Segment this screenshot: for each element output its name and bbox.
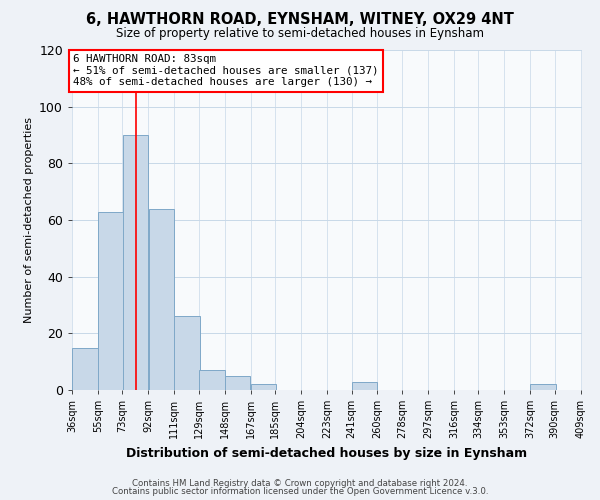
Text: Contains public sector information licensed under the Open Government Licence v.: Contains public sector information licen… (112, 487, 488, 496)
X-axis label: Distribution of semi-detached houses by size in Eynsham: Distribution of semi-detached houses by … (127, 446, 527, 460)
Bar (251, 384, 277, 390)
Bar (352, 382, 377, 390)
Text: Size of property relative to semi-detached houses in Eynsham: Size of property relative to semi-detach… (116, 28, 484, 40)
Bar (225, 376, 250, 390)
Bar (122, 135, 148, 390)
Text: 6, HAWTHORN ROAD, EYNSHAM, WITNEY, OX29 4NT: 6, HAWTHORN ROAD, EYNSHAM, WITNEY, OX29 … (86, 12, 514, 28)
Text: Contains HM Land Registry data © Crown copyright and database right 2024.: Contains HM Land Registry data © Crown c… (132, 478, 468, 488)
Bar (175, 316, 200, 390)
Bar (530, 384, 556, 390)
Bar (98, 212, 124, 390)
Bar (72, 348, 98, 390)
Text: 6 HAWTHORN ROAD: 83sqm
← 51% of semi-detached houses are smaller (137)
48% of se: 6 HAWTHORN ROAD: 83sqm ← 51% of semi-det… (73, 54, 379, 88)
Bar (149, 208, 174, 390)
Bar (199, 370, 224, 390)
Y-axis label: Number of semi-detached properties: Number of semi-detached properties (23, 117, 34, 323)
